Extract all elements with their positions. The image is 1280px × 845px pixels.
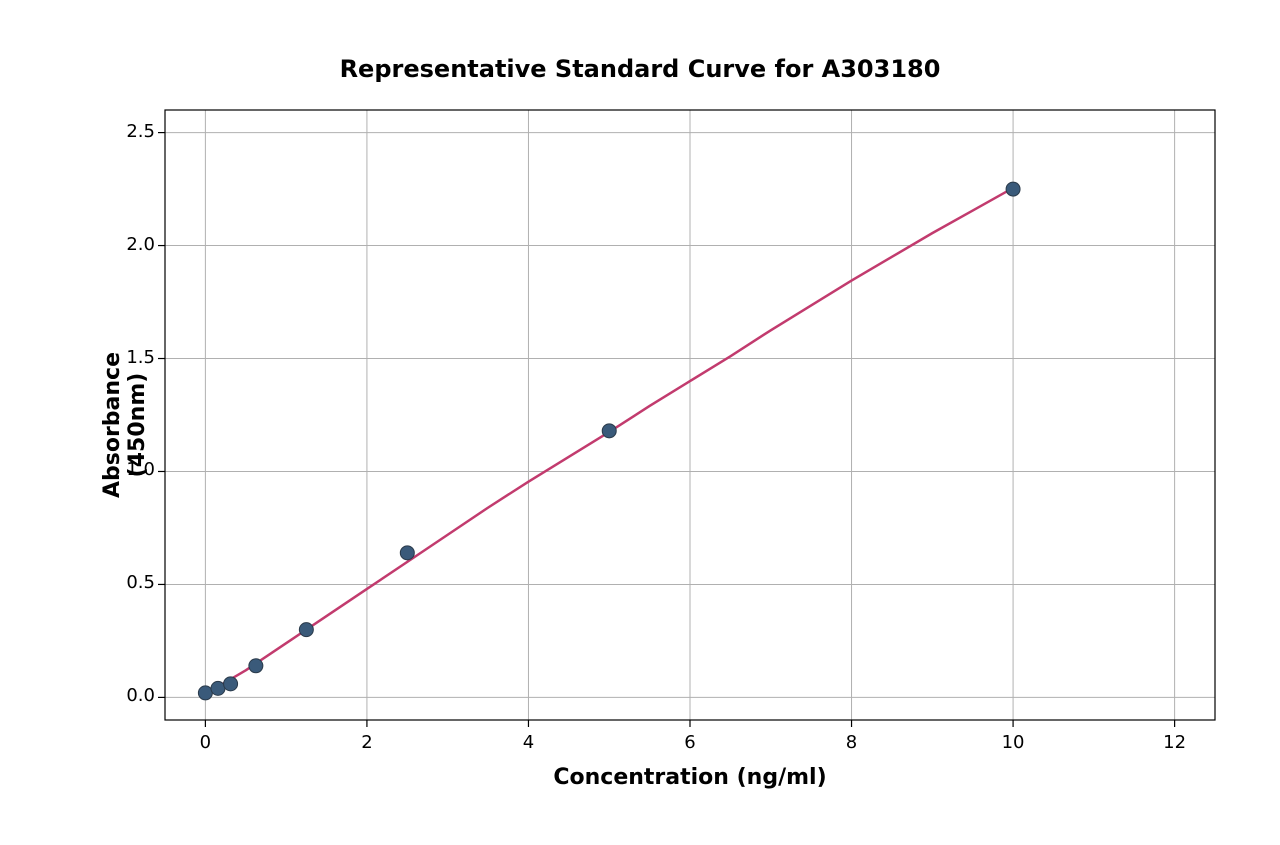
y-tick-label: 0.5 [110, 572, 155, 593]
y-tick-label: 1.5 [110, 347, 155, 368]
x-tick-label: 2 [347, 732, 387, 753]
chart-svg [0, 0, 1280, 845]
y-axis-label: Absorbance (450nm) [100, 305, 150, 545]
x-tick-label: 8 [832, 732, 872, 753]
x-tick-label: 0 [185, 732, 225, 753]
chart-title: Representative Standard Curve for A30318… [0, 55, 1280, 83]
y-tick-label: 2.5 [110, 121, 155, 142]
y-tick-label: 2.0 [110, 234, 155, 255]
x-tick-label: 6 [670, 732, 710, 753]
x-tick-label: 4 [508, 732, 548, 753]
x-axis-label: Concentration (ng/ml) [540, 765, 840, 790]
x-tick-label: 10 [993, 732, 1033, 753]
y-tick-label: 1.0 [110, 459, 155, 480]
x-tick-label: 12 [1155, 732, 1195, 753]
chart-container: Representative Standard Curve for A30318… [0, 0, 1280, 845]
y-tick-label: 0.0 [110, 685, 155, 706]
